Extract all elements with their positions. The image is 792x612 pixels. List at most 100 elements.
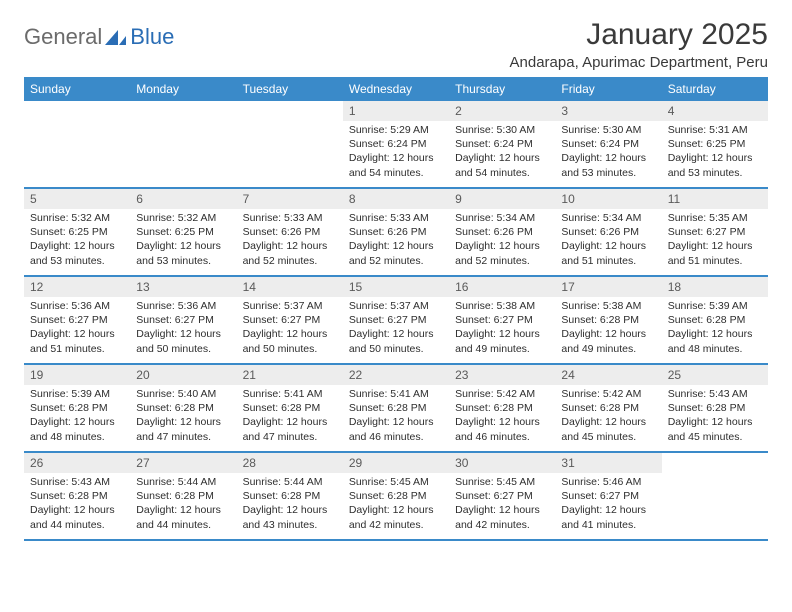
day-details: Sunrise: 5:45 AMSunset: 6:27 PMDaylight:…	[449, 473, 555, 536]
day-cell: 26Sunrise: 5:43 AMSunset: 6:28 PMDayligh…	[24, 453, 130, 539]
logo-text-general: General	[24, 24, 102, 50]
day-cell: 25Sunrise: 5:43 AMSunset: 6:28 PMDayligh…	[662, 365, 768, 451]
day-header: Thursday	[449, 77, 555, 101]
day-number: 18	[662, 277, 768, 297]
day-number: 14	[237, 277, 343, 297]
day-details: Sunrise: 5:36 AMSunset: 6:27 PMDaylight:…	[130, 297, 236, 360]
day-number: 23	[449, 365, 555, 385]
day-number: 25	[662, 365, 768, 385]
day-cell: 1Sunrise: 5:29 AMSunset: 6:24 PMDaylight…	[343, 101, 449, 187]
week-row: . . . 1Sunrise: 5:29 AMSunset: 6:24 PMDa…	[24, 101, 768, 189]
day-number: 12	[24, 277, 130, 297]
week-row: 5Sunrise: 5:32 AMSunset: 6:25 PMDaylight…	[24, 189, 768, 277]
day-cell: 5Sunrise: 5:32 AMSunset: 6:25 PMDaylight…	[24, 189, 130, 275]
day-details: Sunrise: 5:42 AMSunset: 6:28 PMDaylight:…	[555, 385, 661, 448]
day-cell: 16Sunrise: 5:38 AMSunset: 6:27 PMDayligh…	[449, 277, 555, 363]
day-cell: 27Sunrise: 5:44 AMSunset: 6:28 PMDayligh…	[130, 453, 236, 539]
day-header: Monday	[130, 77, 236, 101]
day-cell: 10Sunrise: 5:34 AMSunset: 6:26 PMDayligh…	[555, 189, 661, 275]
day-number: 2	[449, 101, 555, 121]
day-details: Sunrise: 5:37 AMSunset: 6:27 PMDaylight:…	[237, 297, 343, 360]
day-cell: 7Sunrise: 5:33 AMSunset: 6:26 PMDaylight…	[237, 189, 343, 275]
day-cell: 8Sunrise: 5:33 AMSunset: 6:26 PMDaylight…	[343, 189, 449, 275]
day-cell: .	[24, 101, 130, 187]
day-cell: 9Sunrise: 5:34 AMSunset: 6:26 PMDaylight…	[449, 189, 555, 275]
day-details: Sunrise: 5:34 AMSunset: 6:26 PMDaylight:…	[449, 209, 555, 272]
day-cell: 12Sunrise: 5:36 AMSunset: 6:27 PMDayligh…	[24, 277, 130, 363]
header: General Blue January 2025 Andarapa, Apur…	[24, 18, 768, 71]
day-number: 1	[343, 101, 449, 121]
day-cell: 30Sunrise: 5:45 AMSunset: 6:27 PMDayligh…	[449, 453, 555, 539]
day-details: Sunrise: 5:45 AMSunset: 6:28 PMDaylight:…	[343, 473, 449, 536]
day-cell: .	[237, 101, 343, 187]
day-cell: .	[130, 101, 236, 187]
title-block: January 2025 Andarapa, Apurimac Departme…	[510, 18, 768, 71]
day-number: 11	[662, 189, 768, 209]
day-details: Sunrise: 5:39 AMSunset: 6:28 PMDaylight:…	[662, 297, 768, 360]
day-header-row: SundayMondayTuesdayWednesdayThursdayFrid…	[24, 77, 768, 101]
day-details: Sunrise: 5:38 AMSunset: 6:27 PMDaylight:…	[449, 297, 555, 360]
day-number: 24	[555, 365, 661, 385]
day-number: 13	[130, 277, 236, 297]
day-cell: 22Sunrise: 5:41 AMSunset: 6:28 PMDayligh…	[343, 365, 449, 451]
logo-sail-icon	[105, 28, 127, 46]
day-details: Sunrise: 5:35 AMSunset: 6:27 PMDaylight:…	[662, 209, 768, 272]
day-details: Sunrise: 5:46 AMSunset: 6:27 PMDaylight:…	[555, 473, 661, 536]
day-details: Sunrise: 5:42 AMSunset: 6:28 PMDaylight:…	[449, 385, 555, 448]
day-number: 21	[237, 365, 343, 385]
day-details: Sunrise: 5:30 AMSunset: 6:24 PMDaylight:…	[449, 121, 555, 184]
day-details: Sunrise: 5:41 AMSunset: 6:28 PMDaylight:…	[343, 385, 449, 448]
day-number: 29	[343, 453, 449, 473]
day-details: Sunrise: 5:36 AMSunset: 6:27 PMDaylight:…	[24, 297, 130, 360]
day-details: Sunrise: 5:44 AMSunset: 6:28 PMDaylight:…	[237, 473, 343, 536]
day-cell: 6Sunrise: 5:32 AMSunset: 6:25 PMDaylight…	[130, 189, 236, 275]
day-header: Saturday	[662, 77, 768, 101]
day-cell: 15Sunrise: 5:37 AMSunset: 6:27 PMDayligh…	[343, 277, 449, 363]
day-number: 22	[343, 365, 449, 385]
day-cell: 24Sunrise: 5:42 AMSunset: 6:28 PMDayligh…	[555, 365, 661, 451]
day-details: Sunrise: 5:38 AMSunset: 6:28 PMDaylight:…	[555, 297, 661, 360]
day-number: 6	[130, 189, 236, 209]
day-number: 10	[555, 189, 661, 209]
day-number: 3	[555, 101, 661, 121]
day-cell: 23Sunrise: 5:42 AMSunset: 6:28 PMDayligh…	[449, 365, 555, 451]
day-header: Wednesday	[343, 77, 449, 101]
week-row: 19Sunrise: 5:39 AMSunset: 6:28 PMDayligh…	[24, 365, 768, 453]
day-details: Sunrise: 5:40 AMSunset: 6:28 PMDaylight:…	[130, 385, 236, 448]
day-cell: 31Sunrise: 5:46 AMSunset: 6:27 PMDayligh…	[555, 453, 661, 539]
day-cell: 3Sunrise: 5:30 AMSunset: 6:24 PMDaylight…	[555, 101, 661, 187]
day-number: 31	[555, 453, 661, 473]
day-details: Sunrise: 5:33 AMSunset: 6:26 PMDaylight:…	[237, 209, 343, 272]
weeks-container: . . . 1Sunrise: 5:29 AMSunset: 6:24 PMDa…	[24, 101, 768, 541]
day-number: 27	[130, 453, 236, 473]
day-cell: 14Sunrise: 5:37 AMSunset: 6:27 PMDayligh…	[237, 277, 343, 363]
day-number: 26	[24, 453, 130, 473]
day-header: Friday	[555, 77, 661, 101]
day-number: 20	[130, 365, 236, 385]
week-row: 12Sunrise: 5:36 AMSunset: 6:27 PMDayligh…	[24, 277, 768, 365]
day-number: 17	[555, 277, 661, 297]
logo-text-blue: Blue	[130, 24, 174, 50]
logo: General Blue	[24, 18, 174, 50]
month-title: January 2025	[510, 18, 768, 52]
day-number: 28	[237, 453, 343, 473]
day-number: 16	[449, 277, 555, 297]
day-cell: 21Sunrise: 5:41 AMSunset: 6:28 PMDayligh…	[237, 365, 343, 451]
day-number: 4	[662, 101, 768, 121]
day-cell: 17Sunrise: 5:38 AMSunset: 6:28 PMDayligh…	[555, 277, 661, 363]
day-details: Sunrise: 5:32 AMSunset: 6:25 PMDaylight:…	[130, 209, 236, 272]
calendar: SundayMondayTuesdayWednesdayThursdayFrid…	[24, 77, 768, 541]
day-details: Sunrise: 5:29 AMSunset: 6:24 PMDaylight:…	[343, 121, 449, 184]
day-details: Sunrise: 5:34 AMSunset: 6:26 PMDaylight:…	[555, 209, 661, 272]
day-cell: 4Sunrise: 5:31 AMSunset: 6:25 PMDaylight…	[662, 101, 768, 187]
day-cell: 18Sunrise: 5:39 AMSunset: 6:28 PMDayligh…	[662, 277, 768, 363]
day-details: Sunrise: 5:44 AMSunset: 6:28 PMDaylight:…	[130, 473, 236, 536]
day-cell: 29Sunrise: 5:45 AMSunset: 6:28 PMDayligh…	[343, 453, 449, 539]
day-details: Sunrise: 5:43 AMSunset: 6:28 PMDaylight:…	[24, 473, 130, 536]
day-number: 5	[24, 189, 130, 209]
day-cell: 13Sunrise: 5:36 AMSunset: 6:27 PMDayligh…	[130, 277, 236, 363]
day-details: Sunrise: 5:39 AMSunset: 6:28 PMDaylight:…	[24, 385, 130, 448]
day-cell: 20Sunrise: 5:40 AMSunset: 6:28 PMDayligh…	[130, 365, 236, 451]
day-details: Sunrise: 5:41 AMSunset: 6:28 PMDaylight:…	[237, 385, 343, 448]
day-number: 9	[449, 189, 555, 209]
